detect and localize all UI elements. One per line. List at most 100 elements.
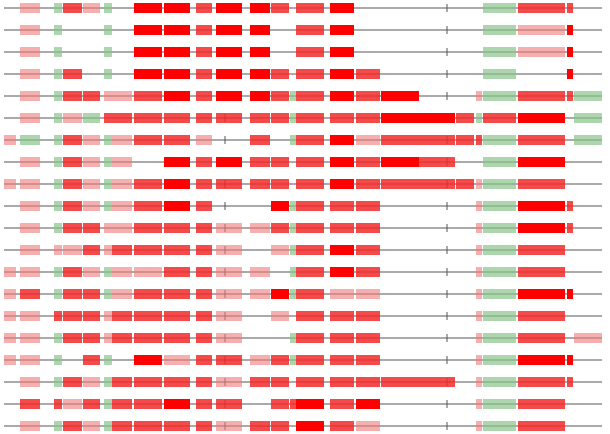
feature-block (419, 157, 455, 167)
feature-block (20, 3, 40, 13)
feature-block (250, 25, 270, 35)
feature-block (196, 223, 212, 233)
feature-block (20, 333, 40, 343)
feature-block (296, 179, 324, 189)
feature-block (419, 179, 455, 189)
feature-block (20, 399, 40, 409)
feature-block (567, 47, 573, 57)
feature-block (83, 135, 100, 145)
feature-block (63, 399, 82, 409)
feature-block (20, 69, 40, 79)
feature-block (271, 113, 289, 123)
feature-block (196, 91, 212, 101)
feature-block (83, 245, 100, 255)
feature-block (567, 201, 573, 211)
feature-block (112, 179, 132, 189)
feature-block (164, 179, 190, 189)
feature-block (164, 201, 190, 211)
feature-block (483, 245, 516, 255)
feature-block (112, 289, 132, 299)
feature-block (63, 179, 82, 189)
feature-block (296, 69, 324, 79)
feature-block (483, 377, 516, 387)
feature-block (134, 135, 162, 145)
feature-block (296, 157, 324, 167)
feature-block (104, 47, 112, 57)
feature-block (518, 25, 565, 35)
feature-block (476, 179, 482, 189)
feature-block (112, 91, 132, 101)
feature-block (330, 421, 354, 431)
feature-block (196, 377, 212, 387)
feature-block (216, 245, 242, 255)
feature-block (104, 421, 112, 431)
feature-block (574, 135, 602, 145)
feature-block (518, 377, 565, 387)
feature-block (356, 223, 380, 233)
feature-block (518, 333, 565, 343)
feature-block (83, 311, 100, 321)
feature-block (567, 25, 573, 35)
feature-block (20, 47, 40, 57)
feature-block (196, 267, 212, 277)
feature-block (296, 223, 324, 233)
feature-block (196, 421, 212, 431)
feature-block (296, 377, 324, 387)
feature-block (476, 377, 482, 387)
feature-block (134, 289, 162, 299)
feature-block (271, 311, 289, 321)
feature-block (419, 113, 455, 123)
feature-block (476, 311, 482, 321)
feature-block (271, 201, 289, 211)
feature-block (330, 245, 354, 255)
feature-block (104, 333, 112, 343)
feature-block (290, 289, 296, 299)
feature-block (476, 223, 482, 233)
feature-block (271, 355, 289, 365)
feature-block (216, 91, 242, 101)
feature-block (63, 3, 82, 13)
feature-block (216, 421, 242, 431)
feature-block (216, 179, 242, 189)
feature-block (112, 399, 132, 409)
feature-block (4, 179, 16, 189)
feature-block (290, 135, 296, 145)
feature-block (216, 355, 242, 365)
feature-block (54, 157, 62, 167)
feature-block (356, 399, 380, 409)
feature-block (290, 91, 296, 101)
feature-block (112, 157, 132, 167)
feature-block (330, 223, 354, 233)
feature-block (134, 267, 162, 277)
feature-block (104, 245, 112, 255)
feature-block (112, 245, 132, 255)
feature-block (381, 179, 419, 189)
feature-block (518, 91, 565, 101)
feature-block (290, 201, 296, 211)
feature-block (20, 113, 40, 123)
feature-block (476, 421, 482, 431)
feature-block (216, 289, 242, 299)
feature-block (63, 223, 82, 233)
feature-block (330, 399, 354, 409)
feature-block (216, 113, 242, 123)
feature-block (134, 179, 162, 189)
feature-block (216, 25, 242, 35)
feature-block (104, 69, 112, 79)
feature-block (104, 113, 112, 123)
feature-block (164, 289, 190, 299)
feature-block (356, 377, 380, 387)
feature-block (518, 201, 565, 211)
feature-block (134, 355, 162, 365)
feature-block (112, 421, 132, 431)
feature-block (196, 25, 212, 35)
feature-block (164, 421, 190, 431)
feature-block (330, 311, 354, 321)
feature-block (290, 267, 296, 277)
feature-block (54, 267, 62, 277)
feature-block (271, 91, 289, 101)
feature-block (63, 267, 82, 277)
feature-block (574, 91, 602, 101)
feature-block (164, 267, 190, 277)
feature-block (134, 223, 162, 233)
